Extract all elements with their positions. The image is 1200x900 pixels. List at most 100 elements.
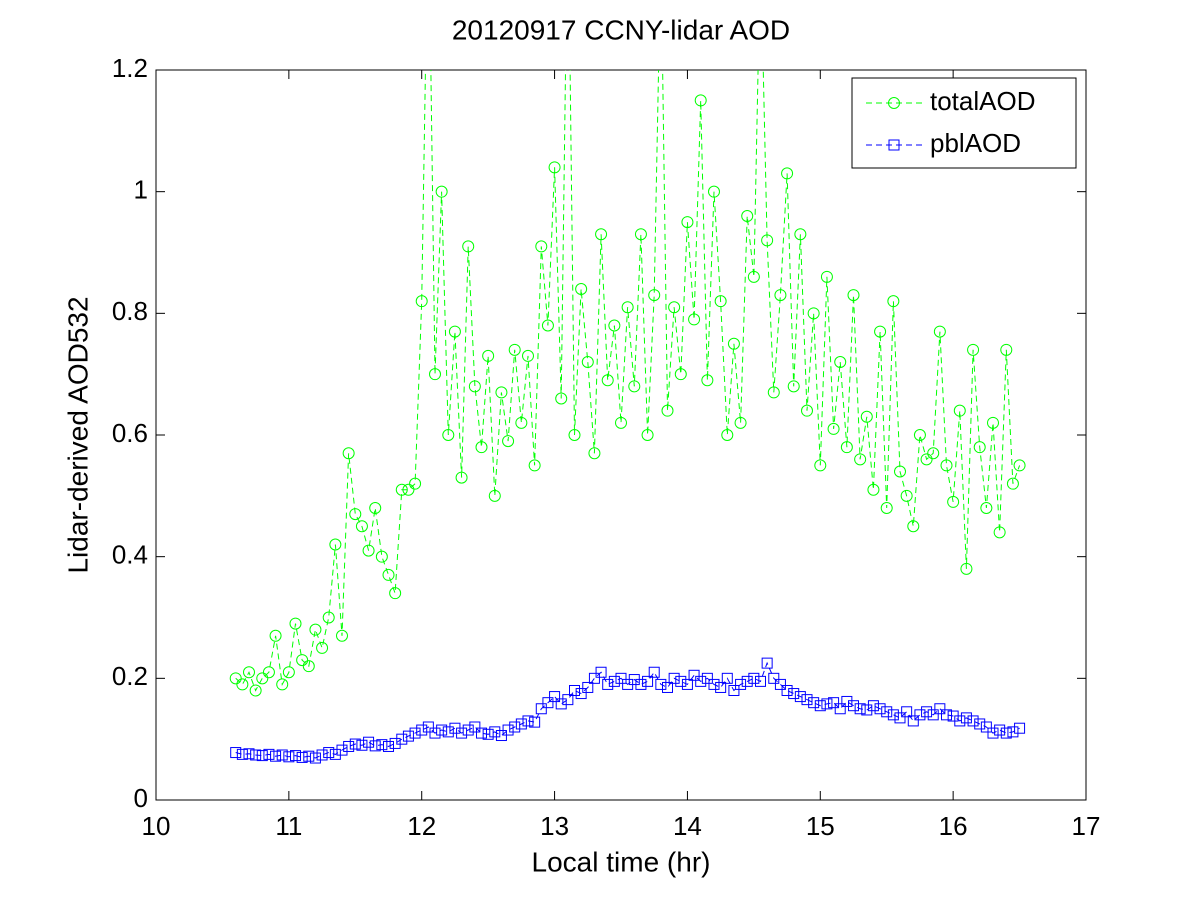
data-point <box>363 736 375 748</box>
data-point <box>628 380 641 393</box>
data-point <box>495 386 508 399</box>
data-point <box>867 483 880 496</box>
x-tick-label: 13 <box>540 811 569 841</box>
data-point <box>973 441 986 454</box>
data-point <box>821 698 833 710</box>
data-point <box>555 698 567 710</box>
data-point <box>861 704 873 716</box>
data-point <box>502 435 515 448</box>
data-point <box>429 727 441 739</box>
data-point <box>322 611 335 624</box>
data-point <box>840 441 853 454</box>
plot-content <box>229 70 1026 764</box>
data-point <box>262 666 275 679</box>
legend-marker <box>888 139 900 151</box>
data-point <box>608 675 620 687</box>
data-point <box>894 712 906 724</box>
data-point <box>468 380 481 393</box>
data-point <box>475 441 488 454</box>
data-point <box>581 356 594 368</box>
data-point <box>436 724 448 736</box>
data-point <box>1007 726 1019 738</box>
x-tick-label: 14 <box>673 811 702 841</box>
data-point <box>575 688 587 700</box>
data-point <box>309 752 321 764</box>
data-point <box>448 325 461 338</box>
data-point <box>229 672 242 685</box>
data-point <box>887 709 899 721</box>
data-point <box>522 715 534 727</box>
data-point <box>509 721 521 733</box>
data-point <box>662 681 673 693</box>
data-point <box>734 416 747 429</box>
x-tick-label: 10 <box>142 811 171 841</box>
data-point <box>708 185 720 198</box>
data-point <box>994 724 1006 736</box>
data-point <box>283 751 295 763</box>
data-point <box>615 416 627 429</box>
data-point <box>289 617 302 630</box>
data-point <box>456 727 468 739</box>
data-point <box>794 228 807 241</box>
data-point <box>482 349 495 362</box>
data-point <box>1006 477 1019 490</box>
data-point <box>588 447 601 460</box>
legend-marker <box>888 97 900 109</box>
data-point <box>648 666 660 678</box>
data-point <box>834 703 846 715</box>
data-point <box>608 319 621 332</box>
data-point <box>987 416 999 429</box>
data-point <box>488 489 501 502</box>
series-line <box>235 70 1021 692</box>
data-point <box>735 678 747 690</box>
data-point <box>515 416 528 429</box>
data-point <box>409 477 422 490</box>
data-point <box>940 459 953 472</box>
data-point <box>927 447 940 460</box>
data-point <box>887 295 900 308</box>
data-point <box>323 747 335 759</box>
data-point <box>634 228 647 241</box>
data-point <box>641 429 654 441</box>
data-point <box>349 508 362 521</box>
data-point <box>642 675 654 687</box>
data-point <box>788 688 800 700</box>
data-point <box>914 709 926 721</box>
data-point <box>482 728 494 740</box>
y-tick-label: 0.6 <box>112 418 148 448</box>
data-point <box>522 349 534 362</box>
legend-label: totalAOD <box>930 86 1036 116</box>
data-point <box>568 429 581 441</box>
data-point <box>416 724 428 736</box>
data-point <box>907 715 919 727</box>
data-point <box>356 739 368 751</box>
data-point <box>781 167 794 180</box>
data-point <box>1013 459 1026 472</box>
data-point <box>582 681 594 693</box>
data-point <box>894 465 906 478</box>
data-point <box>455 471 468 484</box>
data-point <box>980 721 992 733</box>
data-point <box>967 343 980 356</box>
data-point <box>953 404 966 417</box>
x-tick-label: 17 <box>1072 811 1101 841</box>
data-point <box>282 666 295 679</box>
data-point <box>595 228 608 241</box>
data-point <box>933 325 946 338</box>
data-point <box>276 749 288 761</box>
data-point <box>867 700 879 712</box>
data-point <box>848 700 859 712</box>
data-point <box>934 703 946 715</box>
data-point <box>668 301 681 314</box>
data-point <box>655 678 667 690</box>
data-point <box>528 459 541 472</box>
data-point <box>675 675 687 687</box>
data-point <box>402 483 415 496</box>
data-point <box>921 706 933 718</box>
data-point <box>529 716 541 728</box>
data-point <box>761 657 773 669</box>
data-point <box>787 380 800 393</box>
data-point <box>236 678 249 691</box>
data-point <box>901 706 913 718</box>
data-point <box>389 587 402 600</box>
